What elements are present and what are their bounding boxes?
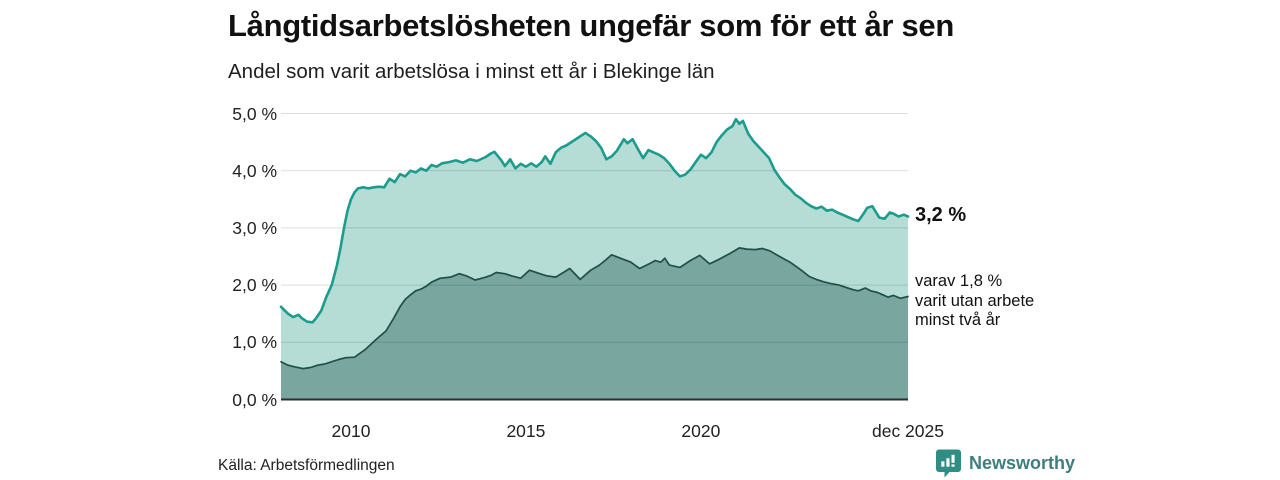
x-axis-tick-label: 2010 (331, 421, 371, 441)
line-one-year (279, 117, 910, 324)
y-axis-tick-label: 5,0 % (232, 103, 277, 124)
newsworthy-logo: Newsworthy (935, 449, 1075, 478)
page-subtitle: Andel som varit arbetslösa i minst ett å… (228, 60, 715, 83)
annotation-line: varit utan arbete (915, 291, 1035, 310)
annotation-line: varav 1,8 % (915, 272, 1003, 290)
series-end-value-label: 3,2 % (915, 204, 967, 226)
annotation-line: minst två år (915, 311, 1001, 329)
brand-name: Newsworthy (969, 453, 1076, 473)
series-annotation: varav 1,8 % varit utan arbete minst två … (915, 272, 1034, 331)
y-axis-tick-label: 0,0 % (232, 389, 277, 410)
y-axis-tick-label: 1,0 % (232, 332, 277, 353)
x-axis-tick-label: 2015 (506, 421, 546, 441)
source-credit: Källa: Arbetsförmedlingen (218, 457, 395, 474)
newsworthy-bar-chart-bubble-icon (936, 449, 961, 478)
y-axis-tick-label: 2,0 % (232, 275, 277, 296)
y-axis-tick-label: 3,0 % (232, 217, 277, 238)
area-fill-two-years (281, 247, 908, 400)
line-two-years (280, 247, 909, 370)
page-title: Långtidsarbetslösheten ungefär som för e… (228, 8, 955, 43)
x-axis-tick-label: dec 2025 (871, 421, 944, 441)
y-axis-tick-label: 4,0 % (232, 160, 277, 181)
x-axis-tick-label: 2020 (681, 421, 721, 441)
